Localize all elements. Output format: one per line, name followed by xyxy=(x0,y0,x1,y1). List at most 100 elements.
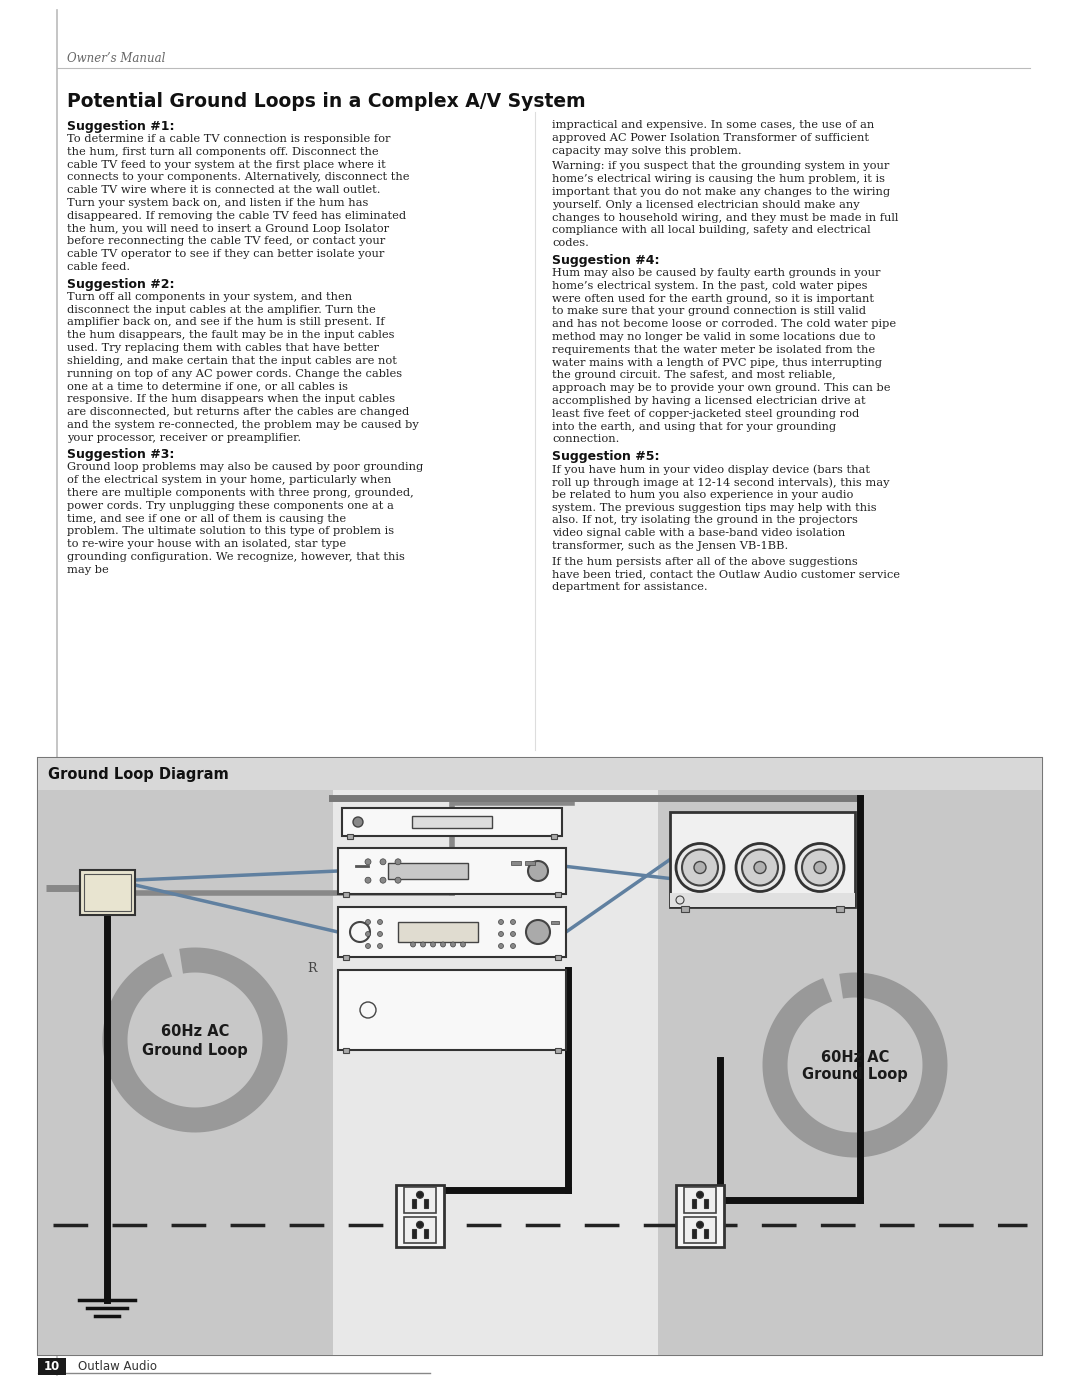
Text: capacity may solve this problem.: capacity may solve this problem. xyxy=(552,145,742,155)
Bar xyxy=(670,893,855,907)
Text: and the system re-connected, the problem may be caused by: and the system re-connected, the problem… xyxy=(67,420,419,430)
Text: power cords. Try unplugging these components one at a: power cords. Try unplugging these compon… xyxy=(67,500,394,511)
Text: Ground Loop: Ground Loop xyxy=(802,1067,908,1083)
Text: Ground loop problems may also be caused by poor grounding: Ground loop problems may also be caused … xyxy=(67,462,423,472)
Text: codes.: codes. xyxy=(552,239,589,249)
Text: video signal cable with a base-band video isolation: video signal cable with a base-band vide… xyxy=(552,528,846,538)
Bar xyxy=(404,1187,436,1213)
Text: requirements that the water meter be isolated from the: requirements that the water meter be iso… xyxy=(552,345,875,355)
Text: problem. The ultimate solution to this type of problem is: problem. The ultimate solution to this t… xyxy=(67,527,394,536)
Bar xyxy=(676,1185,724,1248)
Text: have been tried, contact the Outlaw Audio customer service: have been tried, contact the Outlaw Audi… xyxy=(552,570,900,580)
Text: may be: may be xyxy=(67,564,109,574)
Text: be related to hum you also experience in your audio: be related to hum you also experience in… xyxy=(552,490,853,500)
Circle shape xyxy=(802,849,838,886)
Circle shape xyxy=(365,932,370,936)
Text: to re-wire your house with an isolated, star type: to re-wire your house with an isolated, … xyxy=(67,539,346,549)
Text: compliance with all local building, safety and electrical: compliance with all local building, safe… xyxy=(552,225,870,236)
Bar xyxy=(684,1187,716,1213)
Circle shape xyxy=(694,862,706,873)
Circle shape xyxy=(365,943,370,949)
Text: Suggestion #5:: Suggestion #5: xyxy=(552,450,660,464)
Circle shape xyxy=(511,919,515,925)
Circle shape xyxy=(499,932,503,936)
Bar xyxy=(38,759,1042,789)
Bar xyxy=(343,893,349,897)
Text: Hum may also be caused by faulty earth grounds in your: Hum may also be caused by faulty earth g… xyxy=(552,268,880,278)
Text: impractical and expensive. In some cases, the use of an: impractical and expensive. In some cases… xyxy=(552,120,874,130)
Text: Ground Loop Diagram: Ground Loop Diagram xyxy=(48,767,229,781)
Circle shape xyxy=(697,1221,703,1228)
Bar xyxy=(704,1229,708,1238)
Circle shape xyxy=(754,862,766,873)
Bar xyxy=(836,907,843,912)
Circle shape xyxy=(353,817,363,827)
Text: R: R xyxy=(307,961,316,975)
Circle shape xyxy=(420,942,426,947)
Bar xyxy=(411,1199,416,1208)
Text: Warning: if you suspect that the grounding system in your: Warning: if you suspect that the groundi… xyxy=(552,162,889,172)
Circle shape xyxy=(441,942,446,947)
Bar xyxy=(396,1185,444,1248)
Text: disappeared. If removing the cable TV feed has eliminated: disappeared. If removing the cable TV fe… xyxy=(67,211,406,221)
Text: your processor, receiver or preamplifier.: your processor, receiver or preamplifier… xyxy=(67,433,301,443)
Bar xyxy=(399,922,478,942)
Text: To determine if a cable TV connection is responsible for: To determine if a cable TV connection is… xyxy=(67,134,391,144)
Text: into the earth, and using that for your grounding: into the earth, and using that for your … xyxy=(552,422,836,432)
Bar xyxy=(692,1229,696,1238)
Bar xyxy=(343,1048,349,1053)
Bar xyxy=(333,759,658,1355)
Text: Suggestion #1:: Suggestion #1: xyxy=(67,120,175,133)
Text: the ground circuit. The safest, and most reliable,: the ground circuit. The safest, and most… xyxy=(552,370,836,380)
Text: connects to your components. Alternatively, disconnect the: connects to your components. Alternative… xyxy=(67,172,409,183)
Text: also. If not, try isolating the ground in the projectors: also. If not, try isolating the ground i… xyxy=(552,515,858,525)
Bar xyxy=(692,1199,696,1208)
Text: home’s electrical wiring is causing the hum problem, it is: home’s electrical wiring is causing the … xyxy=(552,175,885,184)
Text: Potential Ground Loops in a Complex A/V System: Potential Ground Loops in a Complex A/V … xyxy=(67,92,585,110)
Circle shape xyxy=(417,1192,423,1199)
Text: disconnect the input cables at the amplifier. Turn the: disconnect the input cables at the ampli… xyxy=(67,305,376,314)
Circle shape xyxy=(417,1221,423,1228)
Bar xyxy=(411,1229,416,1238)
Bar xyxy=(347,834,353,840)
Text: 60Hz AC: 60Hz AC xyxy=(161,1024,229,1039)
Bar xyxy=(511,861,521,865)
Bar xyxy=(681,907,689,912)
Circle shape xyxy=(365,859,372,865)
Bar xyxy=(84,875,131,911)
Circle shape xyxy=(499,919,503,925)
Circle shape xyxy=(681,849,718,886)
Text: system. The previous suggestion tips may help with this: system. The previous suggestion tips may… xyxy=(552,503,877,513)
Text: amplifier back on, and see if the hum is still present. If: amplifier back on, and see if the hum is… xyxy=(67,317,384,327)
Text: shielding, and make certain that the input cables are not: shielding, and make certain that the inp… xyxy=(67,356,396,366)
Text: cable TV wire where it is connected at the wall outlet.: cable TV wire where it is connected at t… xyxy=(67,186,380,196)
Bar xyxy=(555,1048,561,1053)
Circle shape xyxy=(526,921,550,944)
Text: water mains with a length of PVC pipe, thus interrupting: water mains with a length of PVC pipe, t… xyxy=(552,358,882,367)
Circle shape xyxy=(378,932,382,936)
Text: Turn your system back on, and listen if the hum has: Turn your system back on, and listen if … xyxy=(67,198,368,208)
Bar xyxy=(38,1358,66,1375)
Bar xyxy=(525,861,535,865)
Text: one at a time to determine if one, or all cables is: one at a time to determine if one, or al… xyxy=(67,381,348,391)
Circle shape xyxy=(365,919,370,925)
Text: responsive. If the hum disappears when the input cables: responsive. If the hum disappears when t… xyxy=(67,394,395,404)
Text: the hum, you will need to insert a Ground Loop Isolator: the hum, you will need to insert a Groun… xyxy=(67,224,389,233)
Text: department for assistance.: department for assistance. xyxy=(552,583,707,592)
Circle shape xyxy=(431,942,435,947)
Text: of the electrical system in your home, particularly when: of the electrical system in your home, p… xyxy=(67,475,391,485)
Text: the hum, first turn all components off. Disconnect the: the hum, first turn all components off. … xyxy=(67,147,379,156)
Text: 60Hz AC: 60Hz AC xyxy=(821,1049,889,1065)
Text: Turn off all components in your system, and then: Turn off all components in your system, … xyxy=(67,292,352,302)
Text: grounding configuration. We recognize, however, that this: grounding configuration. We recognize, h… xyxy=(67,552,405,562)
Text: Suggestion #2:: Suggestion #2: xyxy=(67,278,175,291)
Circle shape xyxy=(511,932,515,936)
Text: roll up through image at 12-14 second intervals), this may: roll up through image at 12-14 second in… xyxy=(552,476,890,488)
Text: to make sure that your ground connection is still valid: to make sure that your ground connection… xyxy=(552,306,866,316)
Text: home’s electrical system. In the past, cold water pipes: home’s electrical system. In the past, c… xyxy=(552,281,867,291)
Bar xyxy=(338,848,566,894)
Text: accomplished by having a licensed electrician drive at: accomplished by having a licensed electr… xyxy=(552,395,866,407)
Text: changes to household wiring, and they must be made in full: changes to household wiring, and they mu… xyxy=(552,212,899,222)
Circle shape xyxy=(511,943,515,949)
Bar xyxy=(424,1199,428,1208)
